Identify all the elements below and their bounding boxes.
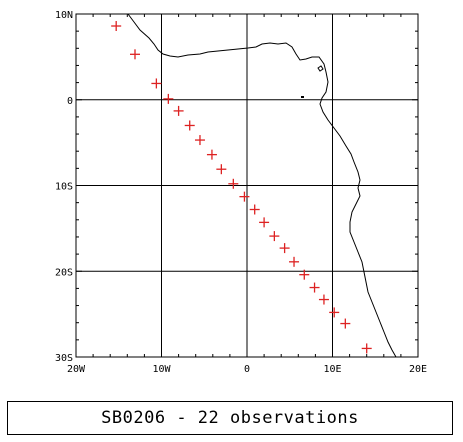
observation-marker [249, 204, 260, 215]
lat-tick-label: 10N [55, 10, 73, 21]
observation-marker [259, 217, 270, 228]
coastline-africa [127, 13, 397, 358]
observation-marker [111, 21, 122, 32]
observation-marker [269, 231, 280, 242]
observation-marker [239, 191, 250, 202]
lat-tick-label: 20S [55, 267, 73, 278]
observation-marker [228, 178, 239, 189]
lat-tick-label: 0 [67, 96, 73, 107]
observation-marker [279, 243, 290, 254]
lon-tick-label: 20W [67, 364, 86, 375]
graticule [76, 14, 418, 357]
axis-labels: 20W 10W 0 10E 20E 10N 0 10S 20S 30S [55, 10, 427, 375]
observation-marker [206, 149, 217, 160]
observation-marker [361, 343, 372, 354]
lon-tick-label: 10W [152, 364, 171, 375]
lat-tick-label: 10S [55, 182, 73, 193]
caption-box: SB0206 - 22 observations [7, 401, 453, 435]
observation-marker [289, 256, 300, 267]
observation-marker [329, 307, 340, 318]
observation-marker [216, 164, 227, 175]
observation-marker [184, 120, 195, 131]
observation-marker [340, 318, 351, 329]
lon-tick-label: 10E [323, 364, 341, 375]
axis-ticks [75, 13, 419, 358]
map-panel: 20W 10W 0 10E 20E 10N 0 10S 20S 30S [55, 10, 427, 375]
observation-markers [111, 21, 372, 354]
observation-marker [309, 282, 320, 293]
observation-marker [318, 294, 329, 305]
lat-tick-label: 30S [55, 353, 73, 364]
observation-marker [151, 78, 162, 89]
observation-marker [163, 93, 174, 104]
bioko-island [317, 65, 324, 72]
lon-tick-label: 20E [409, 364, 427, 375]
caption-text: SB0206 - 22 observations [101, 408, 359, 428]
observation-marker [299, 269, 310, 280]
observation-marker [129, 49, 140, 60]
observation-marker [194, 135, 205, 146]
coastline [127, 13, 397, 358]
observation-marker [173, 105, 184, 116]
lon-tick-label: 0 [244, 364, 250, 375]
